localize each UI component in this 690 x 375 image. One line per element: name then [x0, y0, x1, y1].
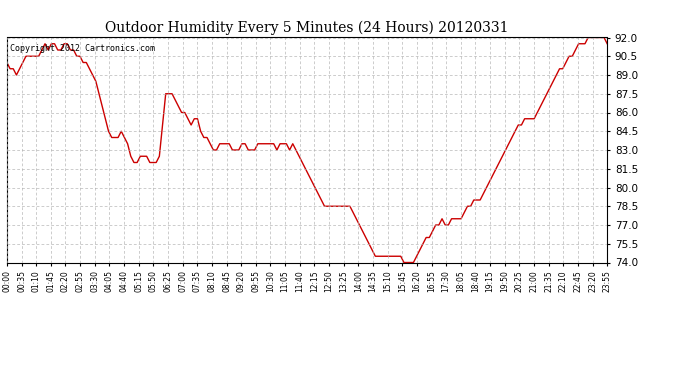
Text: Copyright 2012 Cartronics.com: Copyright 2012 Cartronics.com	[10, 44, 155, 53]
Title: Outdoor Humidity Every 5 Minutes (24 Hours) 20120331: Outdoor Humidity Every 5 Minutes (24 Hou…	[106, 21, 509, 35]
